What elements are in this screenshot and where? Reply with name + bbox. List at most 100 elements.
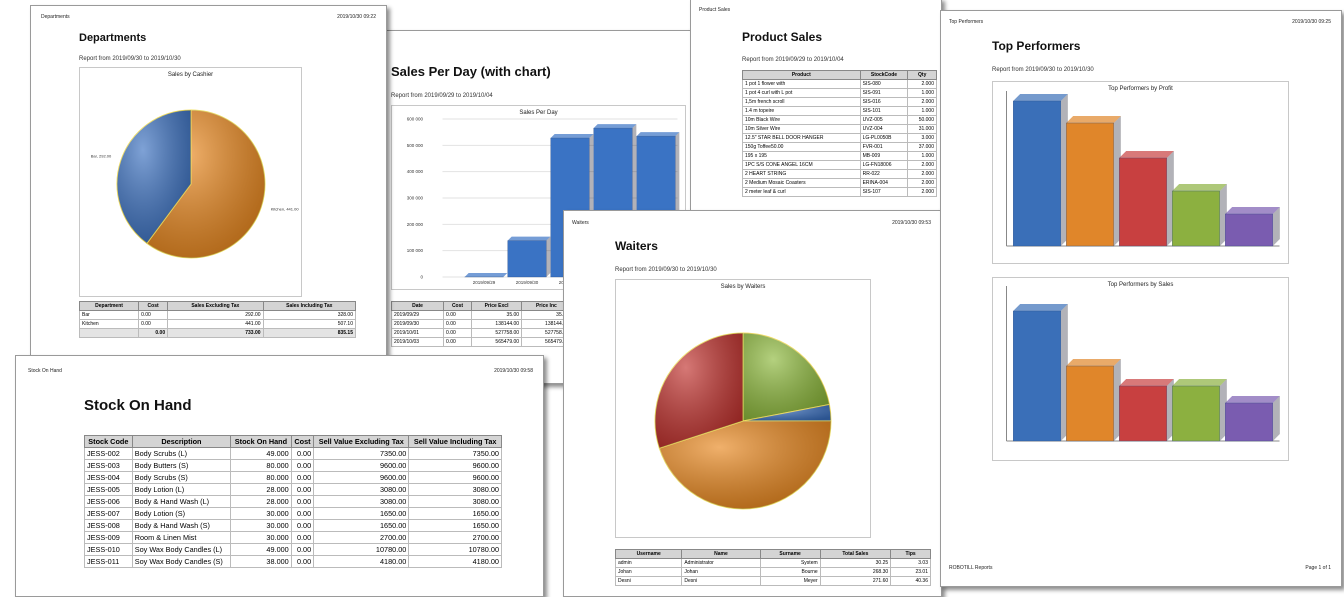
table-cell: ERINA-004 (860, 179, 908, 188)
bar-top (1172, 184, 1227, 191)
y-tick-label: 400 000 (407, 169, 424, 174)
table-cell: 3.03 (891, 559, 931, 568)
table-cell: 40.36 (891, 577, 931, 586)
table-cell: JESS-008 (85, 520, 133, 532)
page-date: 2019/10/30 09:25 (1292, 19, 1331, 25)
table-cell: JESS-003 (85, 460, 133, 472)
report-range: Report from 2019/09/29 to 2019/10/04 (391, 93, 493, 99)
table-cell: 7350.00 (314, 448, 409, 460)
table-cell: 0.00 (139, 320, 168, 329)
table-cell: 441.00 (168, 320, 263, 329)
bar-top (1066, 116, 1121, 123)
chart: Top Performers by Sales (992, 277, 1289, 461)
total-cell: 835.15 (263, 329, 355, 338)
table-cell: Body Scrubs (L) (132, 448, 230, 460)
table-cell: 0.00 (291, 508, 313, 520)
table-cell: 3080.00 (409, 484, 502, 496)
table-cell: 37.000 (908, 143, 937, 152)
table-cell: 3.000 (908, 134, 937, 143)
table-cell: Desni (682, 577, 760, 586)
table-cell: JESS-005 (85, 484, 133, 496)
table-cell: 80.000 (231, 460, 292, 472)
table-cell: RR-022 (860, 170, 908, 179)
table-cell: SIS-091 (860, 89, 908, 98)
bar-top (1066, 359, 1121, 366)
y-tick-label: 500 000 (407, 143, 424, 148)
table-cell: Room & Linen Mist (132, 532, 230, 544)
table-cell: 2.000 (908, 179, 937, 188)
page-footer: ROBOTILL Reports (949, 565, 992, 571)
table-cell: Body & Hand Wash (L) (132, 496, 230, 508)
page-date: 2019/10/30 09:22 (337, 14, 376, 20)
table-cell: 12.5" STAR BELL DOOR HANGER (743, 134, 861, 143)
bar (1013, 101, 1061, 246)
report-title: Product Sales (742, 30, 822, 44)
column-header: Date (392, 302, 444, 311)
table-cell: 138144.00 (471, 320, 521, 329)
report-title: Departments (79, 32, 146, 44)
bar (1172, 191, 1220, 246)
table-cell: 4180.00 (314, 556, 409, 568)
table-cell: 195 x 195 (743, 152, 861, 161)
column-header: Sales Excluding Tax (168, 302, 263, 311)
table-cell: admin (616, 559, 682, 568)
chart-title: Top Performers by Profit (1108, 86, 1173, 92)
table-cell: 527758.00 (471, 329, 521, 338)
y-tick-label: 100 000 (407, 248, 424, 253)
table-cell: Body Lotion (L) (132, 484, 230, 496)
table-cell: JESS-002 (85, 448, 133, 460)
table-cell (80, 329, 139, 338)
table-cell: 2019/09/29 (392, 311, 444, 320)
column-header: Sell Value Excluding Tax (314, 436, 409, 448)
column-header: Cost (444, 302, 472, 311)
bar-top (465, 273, 508, 277)
table-cell: 1.000 (908, 89, 937, 98)
table-cell: JESS-011 (85, 556, 133, 568)
table-cell: 0.00 (444, 338, 472, 347)
bar-top (1119, 379, 1174, 386)
column-header: Name (682, 550, 760, 559)
chart: Top Performers by Profit (992, 81, 1289, 264)
table-cell: 10780.00 (409, 544, 502, 556)
table-cell: 150g Toffee50.00 (743, 143, 861, 152)
page-header: Stock On Hand (28, 368, 62, 374)
table-cell: Johan (616, 568, 682, 577)
table-cell: Bourne (760, 568, 820, 577)
table-cell: 2019/09/30 (392, 320, 444, 329)
bar (1225, 403, 1273, 441)
table-cell: 30.000 (231, 532, 292, 544)
table-cell: SIS-016 (860, 98, 908, 107)
report-range: Report from 2019/09/29 to 2019/10/04 (742, 57, 844, 63)
table-cell: 0.00 (291, 520, 313, 532)
column-header: Description (132, 436, 230, 448)
table-cell: Body & Hand Wash (S) (132, 520, 230, 532)
column-header: Username (616, 550, 682, 559)
table-cell: LG-FN18006 (860, 161, 908, 170)
table-cell: 10780.00 (314, 544, 409, 556)
table-cell: SIS-107 (860, 188, 908, 197)
bar (1172, 386, 1220, 441)
column-header: Sell Value Including Tax (409, 436, 502, 448)
table-cell: 2019/10/01 (392, 329, 444, 338)
table-cell: SIS-080 (860, 80, 908, 89)
table-cell: 2.000 (908, 161, 937, 170)
table-cell: 9600.00 (409, 472, 502, 484)
report-range: Report from 2019/09/30 to 2019/10/30 (992, 67, 1094, 73)
